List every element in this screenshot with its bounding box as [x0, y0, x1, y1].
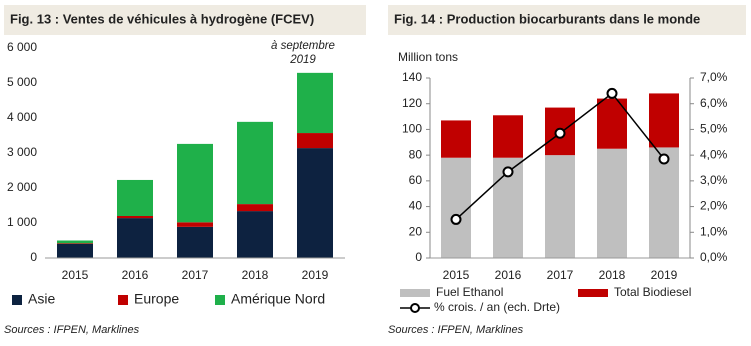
x-tick-label: 2018 [599, 268, 626, 282]
bar [57, 240, 93, 244]
bar [441, 157, 471, 258]
y-tick-label: 4 000 [7, 110, 37, 124]
y2-tick-label: 2,0% [700, 199, 728, 213]
y-tick-label: 2 000 [7, 180, 37, 194]
bar [649, 147, 679, 258]
x-tick-label: 2019 [302, 268, 329, 282]
y2-tick-label: 4,0% [700, 147, 728, 161]
y2-tick-label: 5,0% [700, 122, 728, 136]
legend-marker [410, 303, 420, 313]
bar [117, 179, 153, 216]
y-tick-label: 80 [409, 147, 423, 161]
bar [177, 226, 213, 258]
bar [57, 243, 93, 244]
chart-title: Fig. 13 : Ventes de véhicules à hydrogèn… [10, 11, 314, 26]
legend-label: Total Biodiesel [614, 285, 691, 299]
annotation: 2019 [289, 54, 316, 66]
bar [177, 143, 213, 223]
y2-tick-label: 6,0% [700, 96, 728, 110]
y-tick-label: 20 [409, 224, 423, 238]
bar [117, 218, 153, 258]
y-tick-label: 100 [402, 122, 422, 136]
y-tick-label: 0 [30, 250, 37, 264]
chart-title: Fig. 14 : Production biocarburants dans … [394, 11, 700, 26]
x-tick-label: 2015 [62, 268, 89, 282]
legend-label: Amérique Nord [231, 291, 325, 307]
bar [441, 120, 471, 158]
bar [117, 216, 153, 219]
x-tick-label: 2017 [547, 268, 574, 282]
y-tick-label: 40 [409, 199, 423, 213]
x-tick-label: 2018 [242, 268, 269, 282]
y-tick-label: 1 000 [7, 215, 37, 229]
title-bar [388, 5, 746, 35]
bar [237, 211, 273, 258]
bar [297, 72, 333, 134]
y-tick-label: 6 000 [7, 40, 37, 54]
annotation: à septembre [271, 40, 335, 52]
bar [177, 222, 213, 227]
bar [597, 148, 627, 258]
legend-swatch [12, 295, 22, 305]
bar [545, 155, 575, 258]
legend-swatch [118, 295, 128, 305]
bar [649, 93, 679, 148]
y2-tick-label: 0,0% [700, 250, 728, 264]
bar [237, 121, 273, 205]
y-tick-label: 140 [402, 70, 422, 84]
bar [493, 115, 523, 158]
line-point [658, 153, 670, 165]
legend-label: Europe [134, 291, 179, 307]
line-point [606, 87, 618, 99]
line-point [554, 127, 566, 139]
x-tick-label: 2017 [182, 268, 209, 282]
y-tick-label: 60 [409, 173, 423, 187]
source: Sources : IFPEN, Marklines [4, 324, 140, 336]
legend-swatch [400, 289, 430, 297]
line-point [502, 166, 514, 178]
bar [297, 133, 333, 149]
y2-tick-label: 1,0% [700, 224, 728, 238]
y-tick-label: 5 000 [7, 75, 37, 89]
y2-tick-label: 7,0% [700, 70, 728, 84]
x-tick-label: 2016 [122, 268, 149, 282]
legend-label: % crois. / an (ech. Drte) [434, 300, 560, 314]
bar [57, 244, 93, 258]
y-tick-label: 0 [415, 250, 422, 264]
line-point [450, 213, 462, 225]
title-bar [4, 5, 366, 35]
legend-label: Fuel Ethanol [436, 285, 503, 299]
x-tick-label: 2015 [443, 268, 470, 282]
bar [297, 148, 333, 258]
x-tick-label: 2016 [495, 268, 522, 282]
legend-swatch [215, 295, 225, 305]
y2-tick-label: 3,0% [700, 173, 728, 187]
legend-label: Asie [28, 291, 55, 307]
x-tick-label: 2019 [651, 268, 678, 282]
y-tick-label: 120 [402, 96, 422, 110]
bar [237, 204, 273, 212]
legend-swatch [578, 289, 608, 297]
source: Sources : IFPEN, Marklines [388, 324, 524, 336]
y-axis-label: Million tons [398, 50, 458, 64]
y-tick-label: 3 000 [7, 145, 37, 159]
